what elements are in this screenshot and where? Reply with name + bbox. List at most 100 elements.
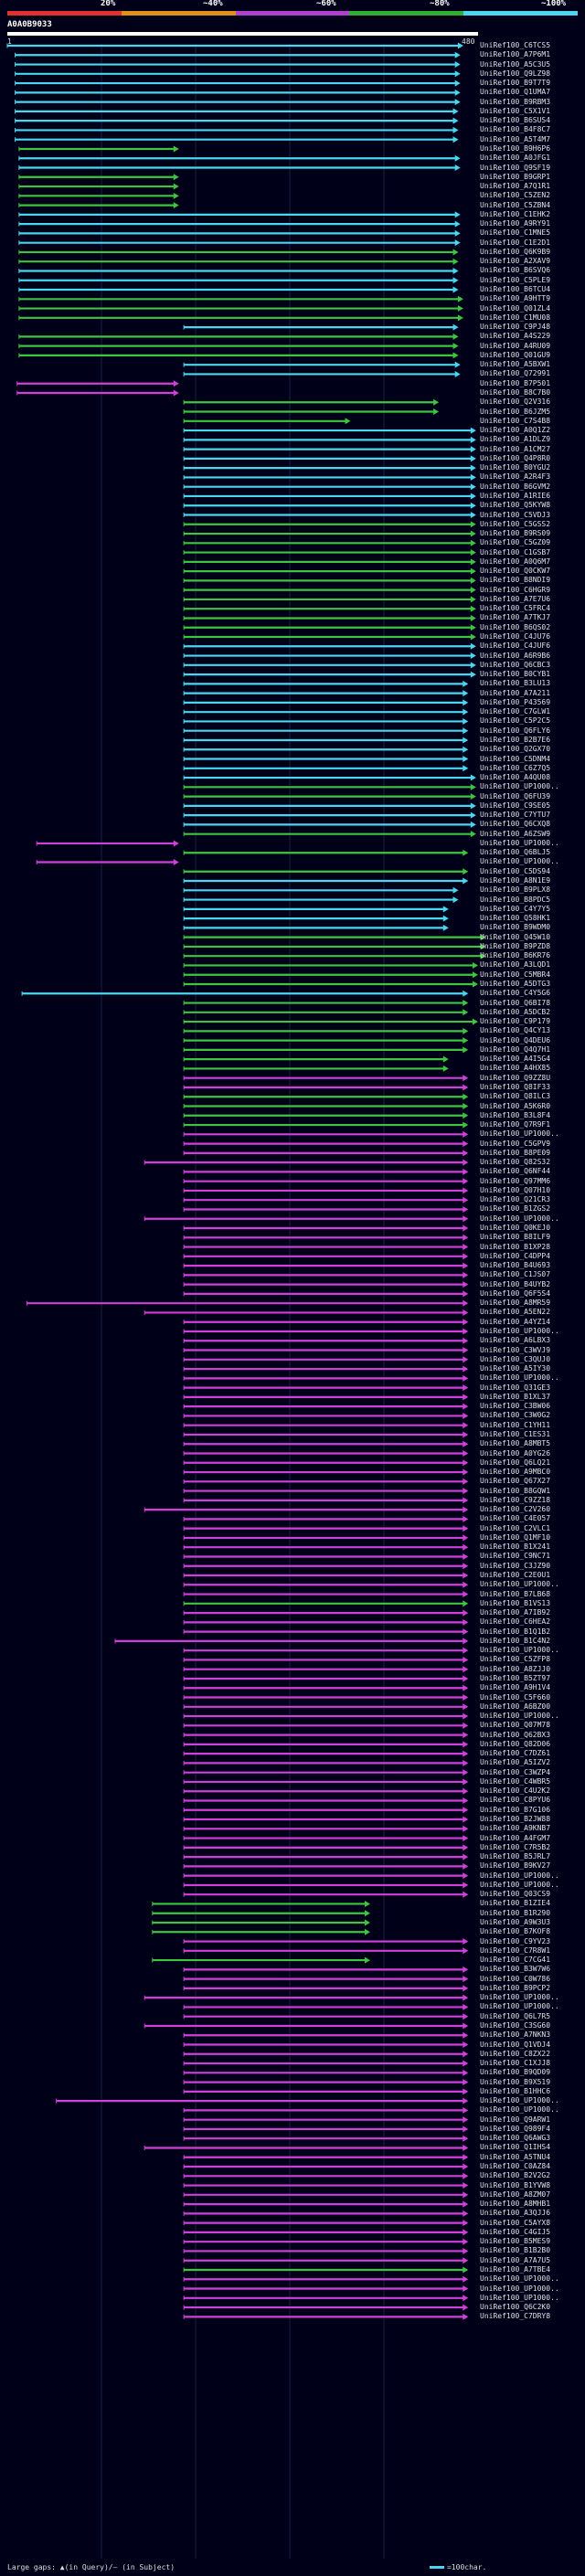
hit-name[interactable]: UniRef100_Q8IF33 [480, 1082, 551, 1091]
hit-row[interactable] [183, 1412, 469, 1419]
hit-name[interactable]: UniRef100_Q97MM6 [480, 1176, 551, 1185]
hit-row[interactable] [183, 1572, 469, 1579]
hit-row[interactable] [183, 868, 469, 875]
hit-name[interactable]: UniRef100_Q07M78 [480, 1721, 551, 1730]
hit-row[interactable] [183, 756, 469, 763]
hit-row[interactable] [183, 1703, 469, 1711]
hit-row[interactable] [183, 2079, 469, 2086]
hit-row[interactable] [183, 765, 469, 772]
hit-row[interactable] [21, 990, 469, 997]
hit-name[interactable]: UniRef100_B9PCP2 [480, 1983, 551, 1992]
hit-row[interactable] [183, 2285, 469, 2293]
hit-row[interactable] [183, 567, 476, 575]
hit-row[interactable] [18, 249, 459, 256]
hit-name[interactable]: UniRef100_C7YTU7 [480, 811, 551, 820]
hit-name[interactable]: UniRef100_B9WDM0 [480, 923, 551, 932]
hit-name[interactable]: UniRef100_B9PZD8 [480, 941, 551, 950]
hit-name[interactable]: UniRef100_C2VLC1 [480, 1523, 551, 1532]
hit-name[interactable]: UniRef100_C5PLE9 [480, 275, 551, 284]
hit-row[interactable] [183, 1468, 469, 1476]
hit-name[interactable]: UniRef100_C4GIJ5 [480, 2227, 551, 2236]
hit-name[interactable]: UniRef100_Q1UMA7 [480, 88, 551, 97]
hit-row[interactable] [183, 512, 476, 518]
hit-name[interactable]: UniRef100_Q01GU9 [480, 350, 551, 359]
hit-name[interactable]: UniRef100_B8NDI9 [480, 576, 551, 585]
hit-name[interactable]: UniRef100_C3WZP4 [480, 1767, 551, 1776]
hit-name[interactable]: UniRef100_Q45W10 [480, 932, 551, 941]
hit-row[interactable] [183, 1488, 469, 1495]
hit-row[interactable] [18, 333, 459, 340]
hit-name[interactable]: UniRef100_Q31GE3 [480, 1383, 551, 1392]
hit-name[interactable]: UniRef100_A5C3U5 [480, 59, 551, 69]
hit-name[interactable]: UniRef100_C1EHK2 [480, 209, 551, 218]
hit-name[interactable]: UniRef100_Q6BI78 [480, 998, 551, 1007]
hit-row[interactable] [183, 1684, 469, 1691]
hit-row[interactable] [183, 1093, 469, 1100]
hit-name[interactable]: UniRef100_A4QU08 [480, 773, 551, 782]
hit-name[interactable]: UniRef100_C5GPV9 [480, 1139, 551, 1148]
hit-row[interactable] [183, 1394, 469, 1401]
hit-name[interactable]: UniRef100_A0Q6M7 [480, 557, 551, 566]
hit-row[interactable] [183, 1103, 469, 1110]
hit-name[interactable]: UniRef100_A7A211 [480, 688, 551, 697]
hit-row[interactable] [183, 493, 476, 500]
hit-row[interactable] [183, 2051, 469, 2058]
hit-name[interactable]: UniRef100_Q9ZZ8U [480, 1073, 551, 1082]
hit-name[interactable]: UniRef100_Q82D06 [480, 1739, 551, 1748]
hit-name[interactable]: UniRef100_B9RBM3 [480, 97, 551, 106]
hit-name[interactable]: UniRef100_B1XL37 [480, 1392, 551, 1401]
hit-row[interactable] [183, 464, 476, 472]
hit-row[interactable] [183, 587, 476, 594]
hit-row[interactable] [183, 2238, 469, 2245]
hit-name[interactable]: UniRef100_B5JRL7 [480, 1852, 551, 1861]
hit-name[interactable]: UniRef100_Q9LZ98 [480, 69, 551, 78]
hit-row[interactable] [183, 1853, 469, 1860]
hit-name[interactable]: UniRef100_B9QD09 [480, 2068, 551, 2077]
hit-name[interactable]: UniRef100_Q4CY13 [480, 1026, 551, 1035]
hit-name[interactable]: UniRef100_UP1000.. [480, 1871, 559, 1880]
hit-row[interactable] [183, 1337, 469, 1344]
hit-row[interactable] [183, 1065, 449, 1072]
hit-row[interactable] [183, 642, 476, 650]
hit-row[interactable] [183, 1694, 469, 1701]
hit-row[interactable] [183, 2220, 469, 2227]
hit-name[interactable]: UniRef100_C5VDJ3 [480, 510, 551, 519]
hit-name[interactable]: UniRef100_B2B7E6 [480, 735, 551, 744]
hit-row[interactable] [183, 1140, 469, 1148]
hit-name[interactable]: UniRef100_B8C7B0 [480, 387, 551, 397]
hit-name[interactable]: UniRef100_Q01ZL4 [480, 303, 551, 313]
hit-name[interactable]: UniRef100_A2XAV9 [480, 257, 551, 266]
hit-row[interactable] [183, 1356, 469, 1363]
hit-name[interactable]: UniRef100_C9P179 [480, 1017, 551, 1026]
hit-name[interactable]: UniRef100_C5DNM4 [480, 754, 551, 763]
hit-name[interactable]: UniRef100_C6Z7Q5 [480, 763, 551, 772]
hit-name[interactable]: UniRef100_C1GSB7 [480, 547, 551, 557]
hit-row[interactable] [183, 1112, 469, 1119]
hit-name[interactable]: UniRef100_B1YVW8 [480, 2180, 551, 2189]
hit-row[interactable] [183, 1450, 469, 1457]
hit-row[interactable] [183, 1722, 469, 1729]
hit-row[interactable] [183, 934, 486, 941]
hit-name[interactable]: UniRef100_C3QUJ0 [480, 1354, 551, 1363]
hit-name[interactable]: UniRef100_A0YG26 [480, 1448, 551, 1458]
hit-name[interactable]: UniRef100_Q62BX3 [480, 1730, 551, 1739]
hit-row[interactable] [56, 2097, 469, 2104]
hit-name[interactable]: UniRef100_C5MBR4 [480, 970, 551, 979]
hit-row[interactable] [183, 446, 476, 453]
hit-name[interactable]: UniRef100_B0CYB1 [480, 670, 551, 679]
hit-name[interactable]: UniRef100_A6LBX3 [480, 1336, 551, 1345]
hit-name[interactable]: UniRef100_B1ZIE4 [480, 1899, 551, 1908]
hit-row[interactable] [183, 1196, 469, 1203]
hit-row[interactable] [183, 2154, 469, 2161]
hit-name[interactable]: UniRef100_UP1000.. [480, 1880, 559, 1889]
hit-row[interactable] [183, 2266, 469, 2274]
hit-name[interactable]: UniRef100_UP1000.. [480, 2105, 559, 2115]
hit-row[interactable] [183, 1618, 469, 1626]
hit-row[interactable] [183, 1027, 469, 1034]
hit-name[interactable]: UniRef100_C5ZBN4 [480, 200, 551, 209]
hit-name[interactable]: UniRef100_A9MBC0 [480, 1468, 551, 1477]
hit-name[interactable]: UniRef100_Q9ARW1 [480, 2115, 551, 2124]
hit-row[interactable] [18, 352, 459, 359]
hit-name[interactable]: UniRef100_C5GZ09 [480, 538, 551, 547]
hit-name[interactable]: UniRef100_A7TKJ7 [480, 613, 551, 622]
